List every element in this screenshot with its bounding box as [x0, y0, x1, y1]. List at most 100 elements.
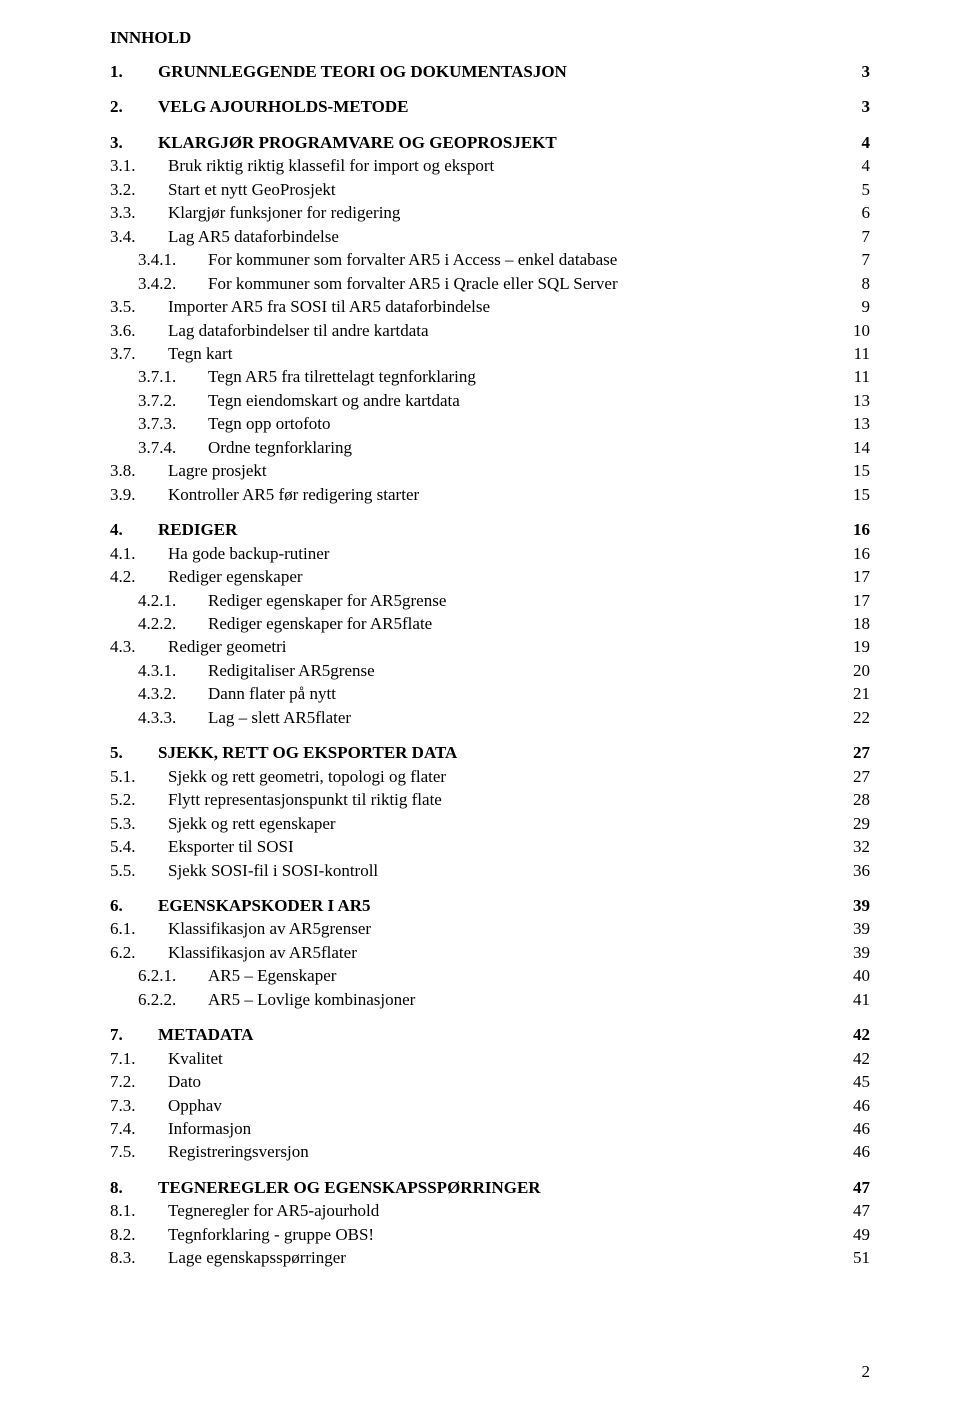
toc-entry-number: 6.2.: [110, 941, 168, 964]
toc-entry-label: TEGNEREGLER OG EGENSKAPSSPØRRINGER: [158, 1176, 541, 1199]
toc-entry: 3.7.4.Ordne tegnforklaring14: [110, 436, 870, 459]
toc-entry-label: Tegneregler for AR5-ajourhold: [168, 1199, 379, 1222]
toc-entry-number: 5.4.: [110, 835, 168, 858]
toc-entry-number: 6.2.1.: [138, 964, 208, 987]
toc-entry: 2.VELG AJOURHOLDS-METODE 3: [110, 95, 870, 118]
toc-entry-label: Tegn eiendomskart og andre kartdata: [208, 389, 460, 412]
toc-entry: 3.5.Importer AR5 fra SOSI til AR5 datafo…: [110, 295, 870, 318]
toc-entry-label: Registreringsversjon: [168, 1140, 309, 1163]
toc-entry-label: Lag dataforbindelser til andre kartdata: [168, 319, 429, 342]
toc-entry: 3.7.1.Tegn AR5 fra tilrettelagt tegnfork…: [110, 365, 870, 388]
toc-entry-page: 27: [848, 765, 870, 788]
toc-entry-number: 3.1.: [110, 154, 168, 177]
toc-entry-number: 3.5.: [110, 295, 168, 318]
toc-entry: 7.METADATA42: [110, 1023, 870, 1046]
toc-entry-number: 4.2.1.: [138, 589, 208, 612]
toc-entry-number: 4.3.3.: [138, 706, 208, 729]
toc-entry-label: Tegnforklaring - gruppe OBS!: [168, 1223, 374, 1246]
toc-entry-label: Importer AR5 fra SOSI til AR5 dataforbin…: [168, 295, 490, 318]
toc-entry-page: 29: [848, 812, 870, 835]
toc-entry-label: Bruk riktig riktig klassefil for import …: [168, 154, 494, 177]
toc-entry-page: 16: [848, 518, 870, 541]
toc-entry: 7.5.Registreringsversjon46: [110, 1140, 870, 1163]
toc-entry: 6.1.Klassifikasjon av AR5grenser39: [110, 917, 870, 940]
toc-entry-page: 20: [848, 659, 870, 682]
toc-entry-number: 4.3.2.: [138, 682, 208, 705]
toc-entry-page: 46: [848, 1117, 870, 1140]
toc-entry-number: 5.5.: [110, 859, 168, 882]
toc-entry: 3.7.3.Tegn opp ortofoto13: [110, 412, 870, 435]
toc-entry: 6.2.2.AR5 – Lovlige kombinasjoner41: [110, 988, 870, 1011]
toc-entry-number: 7.1.: [110, 1047, 168, 1070]
toc-entry: 4.REDIGER16: [110, 518, 870, 541]
toc-entry: 4.3.3.Lag – slett AR5flater 22: [110, 706, 870, 729]
toc-entry-page: 8: [848, 272, 870, 295]
toc-entry: 7.2.Dato45: [110, 1070, 870, 1093]
toc-entry: 5.4.Eksporter til SOSI32: [110, 835, 870, 858]
toc-entry: 5.3.Sjekk og rett egenskaper29: [110, 812, 870, 835]
toc-entry: 7.4.Informasjon46: [110, 1117, 870, 1140]
toc-entry-page: 47: [848, 1199, 870, 1222]
toc-entry-page: 11: [848, 365, 870, 388]
toc-entry-number: 1.: [110, 60, 158, 83]
toc-entry-label: Rediger egenskaper for AR5grense: [208, 589, 446, 612]
toc-entry-page: 47: [848, 1176, 870, 1199]
toc-entry: 7.1.Kvalitet42: [110, 1047, 870, 1070]
page-number: 2: [862, 1362, 871, 1382]
toc-entry-label: VELG AJOURHOLDS-METODE: [158, 95, 408, 118]
toc-entry: 3.4.Lag AR5 dataforbindelse7: [110, 225, 870, 248]
toc-entry-number: 2.: [110, 95, 158, 118]
toc-entry-page: 5: [848, 178, 870, 201]
toc-entry-page: 11: [848, 342, 870, 365]
toc-entry-page: 27: [848, 741, 870, 764]
toc-entry: 4.3.2.Dann flater på nytt21: [110, 682, 870, 705]
toc-entry-number: 3.6.: [110, 319, 168, 342]
toc-entry-label: For kommuner som forvalter AR5 i Access …: [208, 248, 617, 271]
page-title: INNHOLD: [110, 28, 870, 48]
toc-entry: 3.KLARGJØR PROGRAMVARE OG GEOPROSJEKT4: [110, 131, 870, 154]
toc-entry-page: 46: [848, 1140, 870, 1163]
toc-entry: 3.1.Bruk riktig riktig klassefil for imp…: [110, 154, 870, 177]
toc-entry-label: Ha gode backup-rutiner: [168, 542, 329, 565]
toc-entry-page: 17: [848, 589, 870, 612]
toc-entry-page: 39: [848, 917, 870, 940]
toc-entry: 4.2.Rediger egenskaper17: [110, 565, 870, 588]
toc-entry-label: METADATA: [158, 1023, 253, 1046]
toc-entry: 4.3.1.Redigitaliser AR5grense20: [110, 659, 870, 682]
toc-entry-label: Lag – slett AR5flater: [208, 706, 351, 729]
toc-entry-page: 51: [848, 1246, 870, 1269]
toc-entry-page: 46: [848, 1094, 870, 1117]
toc-entry-number: 4.3.1.: [138, 659, 208, 682]
toc-entry-number: 5.1.: [110, 765, 168, 788]
toc-entry: 5.2.Flytt representasjonspunkt til rikti…: [110, 788, 870, 811]
toc-entry: 8.2.Tegnforklaring - gruppe OBS!49: [110, 1223, 870, 1246]
toc-entry-page: 6: [848, 201, 870, 224]
toc-entry-label: Kvalitet: [168, 1047, 223, 1070]
toc-entry-label: Dann flater på nytt: [208, 682, 336, 705]
toc-entry: 7.3.Opphav46: [110, 1094, 870, 1117]
toc-entry-number: 3.7.: [110, 342, 168, 365]
toc-entry-number: 4.2.2.: [138, 612, 208, 635]
toc-entry-label: KLARGJØR PROGRAMVARE OG GEOPROSJEKT: [158, 131, 557, 154]
toc-entry-number: 3.9.: [110, 483, 168, 506]
toc-entry-page: 15: [848, 483, 870, 506]
toc-entry: 8.3.Lage egenskapsspørringer51: [110, 1246, 870, 1269]
toc-entry-label: AR5 – Egenskaper: [208, 964, 336, 987]
toc-entry: 1.GRUNNLEGGENDE TEORI OG DOKUMENTASJON3: [110, 60, 870, 83]
toc-entry-page: 22: [848, 706, 870, 729]
toc-entry-label: Tegn AR5 fra tilrettelagt tegnforklaring: [208, 365, 476, 388]
toc-entry-label: EGENSKAPSKODER I AR5: [158, 894, 371, 917]
toc-entry-label: Eksporter til SOSI: [168, 835, 294, 858]
toc-entry: 5.5.Sjekk SOSI-fil i SOSI-kontroll36: [110, 859, 870, 882]
toc-entry-number: 7.4.: [110, 1117, 168, 1140]
toc-entry-page: 4: [848, 154, 870, 177]
toc-entry-label: Klargjør funksjoner for redigering: [168, 201, 400, 224]
toc-entry: 8.TEGNEREGLER OG EGENSKAPSSPØRRINGER47: [110, 1176, 870, 1199]
toc-entry-number: 4.2.: [110, 565, 168, 588]
toc-entry-page: 49: [848, 1223, 870, 1246]
toc-entry: 6.EGENSKAPSKODER I AR539: [110, 894, 870, 917]
toc-entry-page: 3: [848, 95, 870, 118]
toc-entry-number: 3.: [110, 131, 158, 154]
toc-entry-label: Kontroller AR5 før redigering starter: [168, 483, 419, 506]
toc-entry-label: Sjekk og rett egenskaper: [168, 812, 336, 835]
